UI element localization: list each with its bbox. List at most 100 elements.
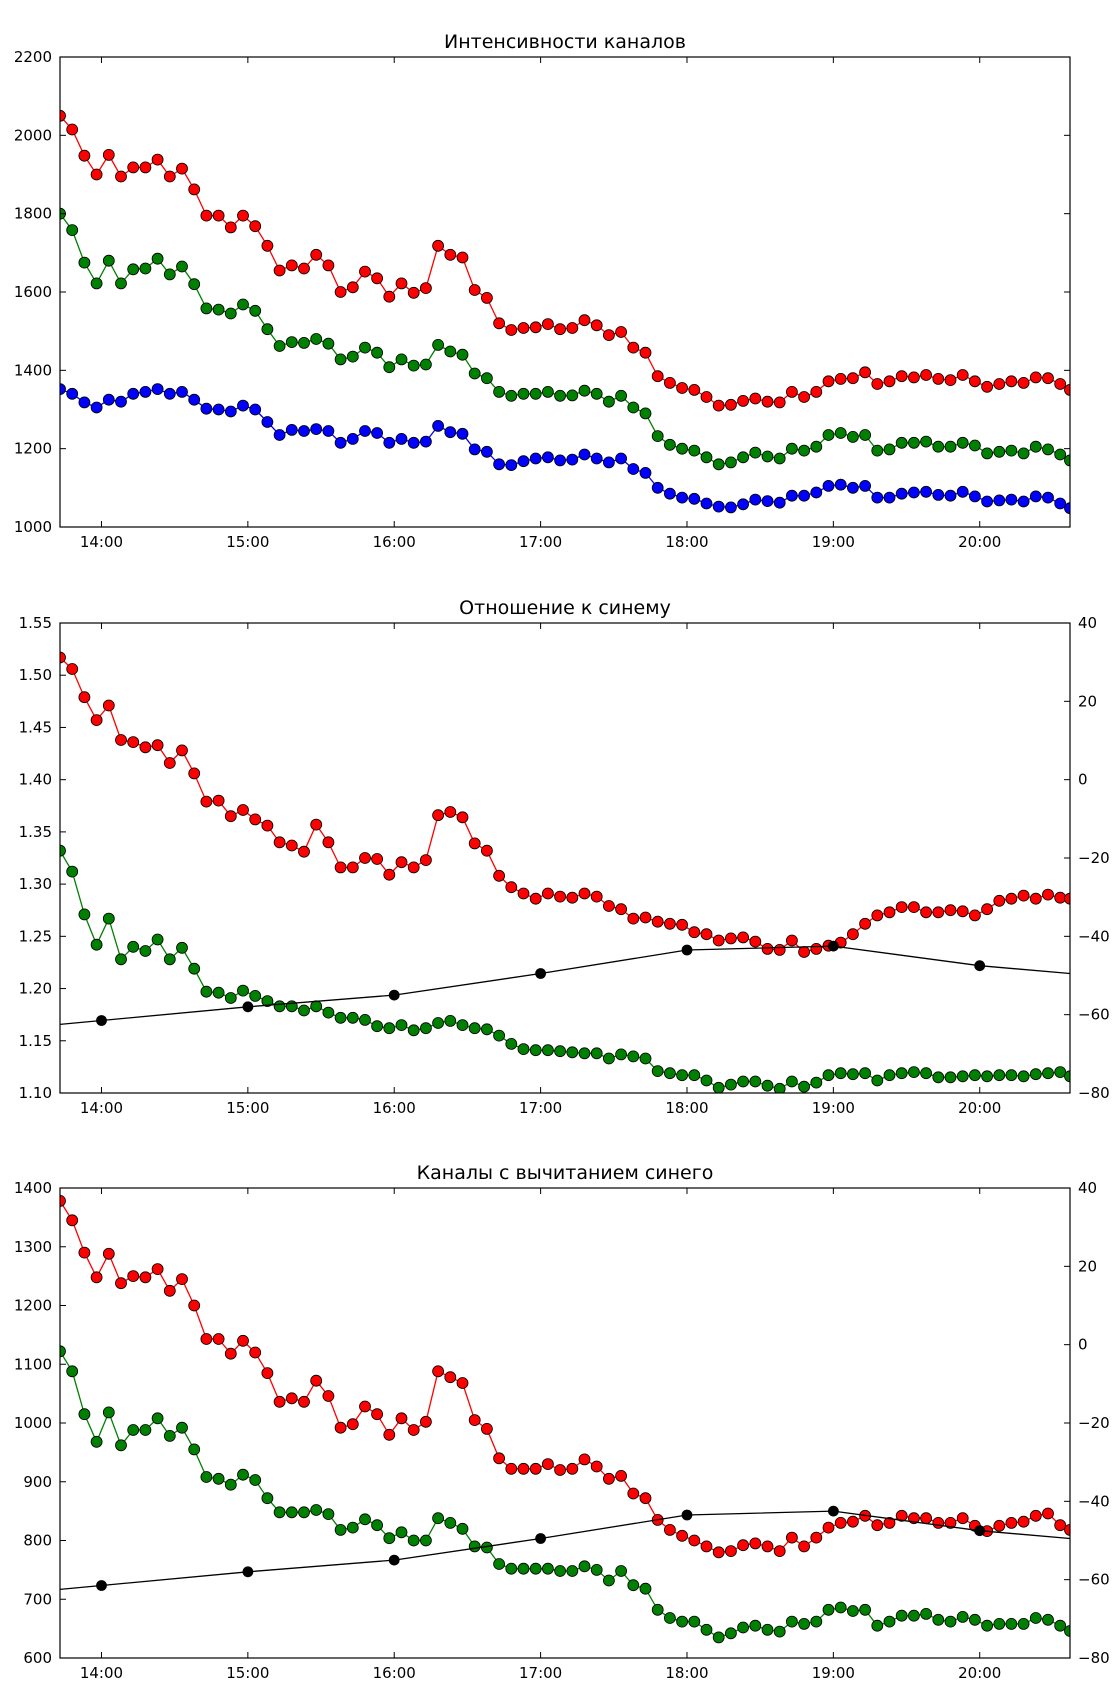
data-point (407, 1424, 420, 1436)
data-point (456, 811, 469, 824)
data-point (1005, 1517, 1018, 1529)
data-point (749, 493, 762, 506)
data-point (322, 836, 335, 849)
chart-title: Интенсивности каналов (444, 31, 686, 53)
data-point (163, 1284, 176, 1297)
data-point (261, 995, 274, 1007)
y-tick-label: 1.40 (19, 771, 52, 789)
y-tick-label: 800 (23, 1532, 52, 1550)
data-point (627, 912, 640, 925)
data-point (798, 489, 810, 502)
data-point (127, 161, 140, 174)
data-point (603, 900, 615, 912)
data-point (651, 430, 664, 443)
data-point (480, 291, 493, 304)
data-point (822, 429, 835, 441)
data-point (505, 324, 518, 336)
data-point (1042, 1067, 1054, 1080)
data-point (517, 455, 530, 468)
data-point (432, 419, 445, 432)
data-point (419, 435, 432, 448)
data-point (139, 945, 152, 957)
data-point (66, 123, 79, 136)
data-point (468, 1414, 481, 1426)
data-point (590, 319, 603, 332)
data-point (871, 378, 884, 390)
data-point (944, 1071, 957, 1084)
y-tick-label: 1.50 (19, 666, 52, 684)
data-point (920, 1512, 932, 1525)
data-point (664, 487, 676, 500)
data-point (1017, 889, 1030, 902)
data-point (163, 757, 176, 769)
data-point (224, 992, 237, 1004)
data-point (895, 1509, 908, 1522)
data-point (688, 444, 701, 457)
data-point (932, 1071, 945, 1084)
data-point (1029, 1068, 1042, 1081)
data-point (242, 1566, 254, 1578)
data-point (310, 1504, 323, 1516)
data-point (237, 399, 249, 412)
data-point (480, 844, 493, 857)
data-point (712, 934, 725, 947)
data-point (212, 403, 225, 416)
data-point (1054, 378, 1067, 390)
data-point (310, 333, 323, 345)
data-point (432, 239, 445, 252)
data-point (127, 736, 140, 748)
data-point (200, 402, 213, 415)
y2-tick-label: −60 (1078, 1006, 1110, 1024)
data-point (261, 323, 274, 336)
data-point (590, 387, 603, 400)
data-point (212, 209, 225, 222)
data-point (847, 372, 859, 385)
x-tick-label: 16:00 (373, 1664, 416, 1682)
data-point (298, 1506, 310, 1519)
data-point (285, 1506, 298, 1519)
data-point (176, 162, 188, 175)
data-point (395, 1019, 408, 1031)
data-point (388, 1554, 400, 1566)
data-point (871, 1074, 884, 1087)
data-point (920, 369, 932, 381)
data-point (176, 385, 188, 398)
data-point (395, 1412, 408, 1425)
data-point (493, 458, 506, 471)
data-point (444, 426, 457, 439)
plot-frame (59, 622, 1071, 1094)
y-tick-label: 1000 (14, 518, 52, 536)
series-line (60, 1200, 1070, 1553)
data-point (151, 153, 164, 166)
data-point (346, 1418, 359, 1431)
y-tick-label: 1.35 (19, 823, 52, 841)
data-point (371, 427, 384, 439)
data-point (969, 1069, 981, 1082)
data-point (468, 367, 481, 380)
data-point (102, 1406, 115, 1419)
plot-frame (59, 1187, 1071, 1659)
data-point (261, 239, 274, 252)
data-point (847, 430, 859, 443)
data-point (60, 383, 66, 395)
data-point (688, 1069, 701, 1082)
data-point (725, 1627, 737, 1640)
data-point (66, 224, 79, 237)
data-point (993, 894, 1006, 907)
x-tick-label: 20:00 (958, 533, 1001, 551)
data-point (712, 399, 725, 412)
data-point (798, 391, 810, 403)
data-point (188, 1299, 201, 1312)
data-point (517, 1462, 530, 1475)
data-point (590, 1460, 603, 1473)
data-point (407, 286, 420, 299)
data-point (688, 1534, 701, 1547)
data-point (786, 1531, 798, 1544)
data-point (346, 432, 359, 445)
data-point (237, 1334, 249, 1347)
data-point (529, 387, 542, 400)
data-point (200, 1333, 213, 1345)
data-point (212, 1333, 225, 1345)
data-point (188, 767, 201, 780)
